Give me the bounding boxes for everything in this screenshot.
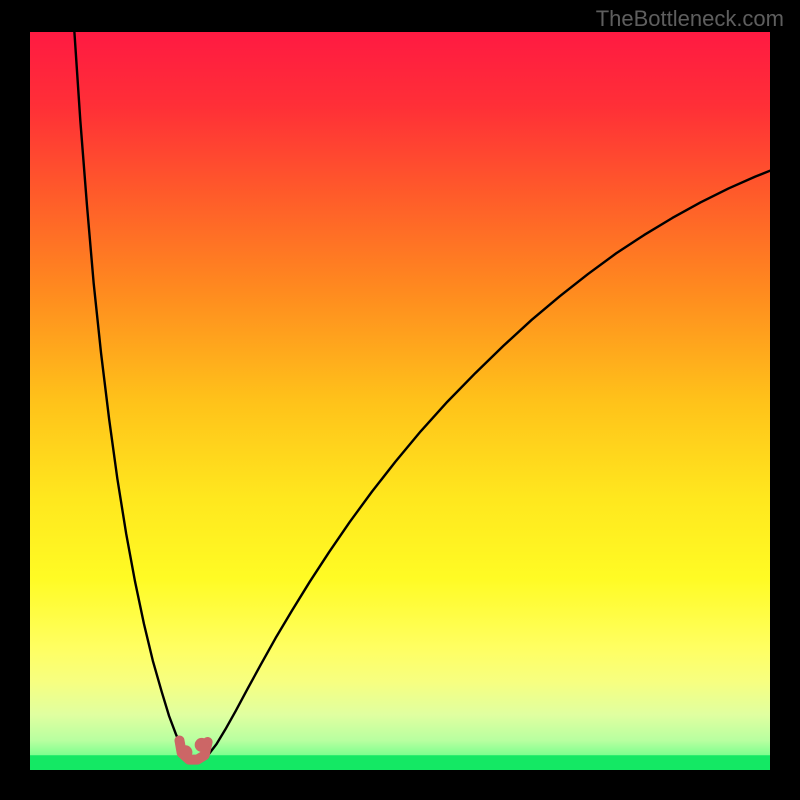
green-baseline-band (30, 755, 770, 770)
marker-dot-left (178, 745, 192, 759)
plot-background (30, 32, 770, 770)
marker-dot-right (195, 738, 209, 752)
bottleneck-chart (0, 0, 800, 800)
watermark-text: TheBottleneck.com (596, 6, 784, 32)
